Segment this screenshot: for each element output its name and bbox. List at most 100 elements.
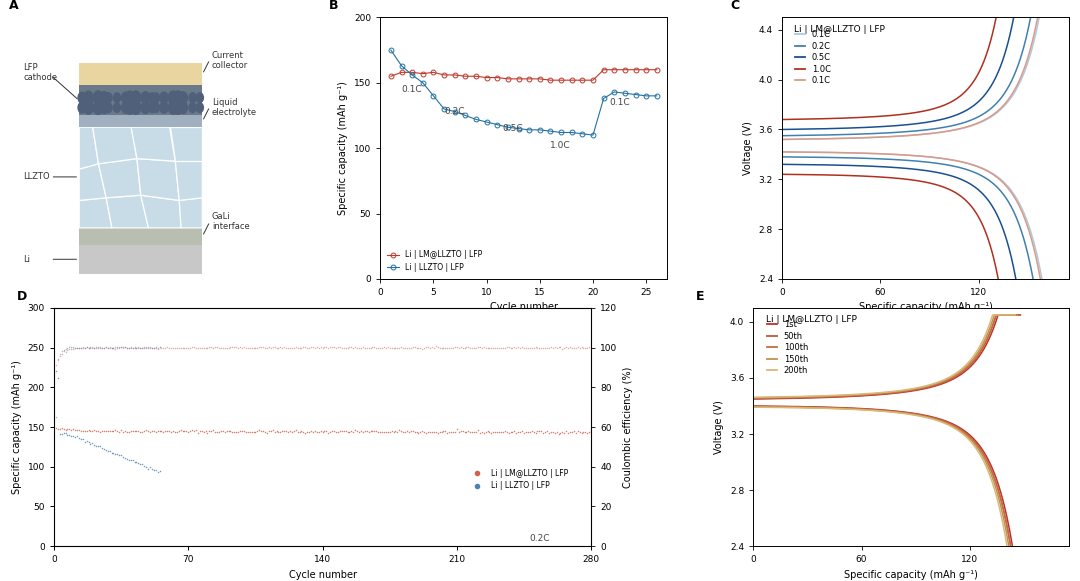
Point	[302, 426, 320, 436]
Point	[525, 343, 542, 353]
Point	[99, 343, 117, 353]
Point	[406, 343, 423, 352]
Point	[416, 427, 433, 436]
Point	[110, 450, 127, 460]
Point	[60, 345, 78, 354]
Point	[67, 425, 84, 435]
Point	[510, 428, 527, 437]
Point	[461, 343, 478, 353]
Point	[122, 343, 139, 352]
Point	[324, 427, 341, 436]
Circle shape	[78, 102, 86, 113]
Point	[97, 342, 114, 352]
Point	[569, 343, 586, 352]
Point	[147, 466, 164, 475]
Point	[364, 427, 381, 436]
Text: LFP: LFP	[24, 63, 38, 71]
Point	[208, 427, 226, 436]
Point	[399, 427, 416, 436]
Point	[68, 426, 85, 435]
Point	[433, 343, 450, 353]
Point	[362, 426, 379, 436]
Point	[114, 427, 132, 436]
Point	[393, 426, 410, 436]
Point	[492, 427, 510, 436]
Point	[170, 426, 187, 435]
Point	[55, 345, 72, 354]
Point	[187, 426, 204, 435]
Text: D: D	[16, 290, 27, 303]
Point	[504, 343, 522, 352]
Point	[465, 428, 483, 437]
Circle shape	[122, 102, 130, 113]
Point	[149, 468, 166, 477]
Point	[112, 451, 130, 460]
Text: electrolyte: electrolyte	[212, 109, 257, 117]
Point	[50, 354, 67, 363]
Point	[208, 343, 226, 352]
Point	[80, 343, 97, 352]
Point	[402, 343, 419, 352]
Point	[461, 428, 478, 437]
Point	[154, 343, 172, 353]
Point	[48, 360, 65, 370]
Point	[314, 428, 332, 437]
Point	[75, 426, 92, 436]
Point	[517, 428, 535, 437]
Point	[362, 343, 379, 353]
Point	[93, 426, 110, 436]
Point	[65, 343, 82, 352]
Point	[537, 343, 554, 352]
Point	[567, 428, 584, 437]
Point	[426, 427, 443, 436]
Point	[161, 426, 178, 435]
Point	[307, 343, 324, 353]
Point	[429, 343, 446, 352]
Point	[427, 427, 444, 436]
Point	[473, 427, 490, 436]
Point	[84, 439, 102, 448]
Point	[542, 343, 559, 352]
Point	[151, 343, 168, 352]
Point	[226, 343, 243, 352]
Point	[213, 426, 230, 435]
Point	[372, 428, 389, 437]
Point	[245, 343, 262, 353]
Point	[443, 343, 460, 353]
Point	[110, 343, 127, 352]
Point	[78, 343, 95, 352]
Point	[477, 428, 495, 437]
Point	[268, 426, 285, 436]
Point	[235, 342, 253, 352]
Point	[176, 343, 193, 353]
Point	[126, 343, 144, 352]
Point	[582, 428, 599, 437]
Point	[376, 428, 393, 437]
Point	[510, 343, 527, 352]
Point	[152, 426, 170, 435]
Point	[103, 343, 120, 353]
Point	[162, 427, 179, 436]
Point	[408, 343, 426, 353]
Point	[181, 426, 199, 436]
Point	[465, 343, 483, 353]
Point	[147, 342, 164, 352]
Point	[118, 454, 135, 464]
Point	[127, 343, 145, 353]
Point	[126, 426, 144, 436]
Point	[396, 428, 414, 437]
Point	[230, 343, 247, 353]
Point	[519, 343, 537, 353]
Point	[204, 343, 221, 352]
Point	[60, 425, 78, 434]
Point	[402, 426, 419, 436]
Point	[78, 426, 95, 436]
Point	[498, 427, 515, 436]
Point	[581, 428, 598, 437]
Circle shape	[141, 92, 150, 103]
Point	[117, 426, 134, 436]
Point	[141, 343, 159, 353]
Point	[120, 427, 137, 436]
Point	[151, 343, 168, 352]
Point	[404, 343, 421, 352]
